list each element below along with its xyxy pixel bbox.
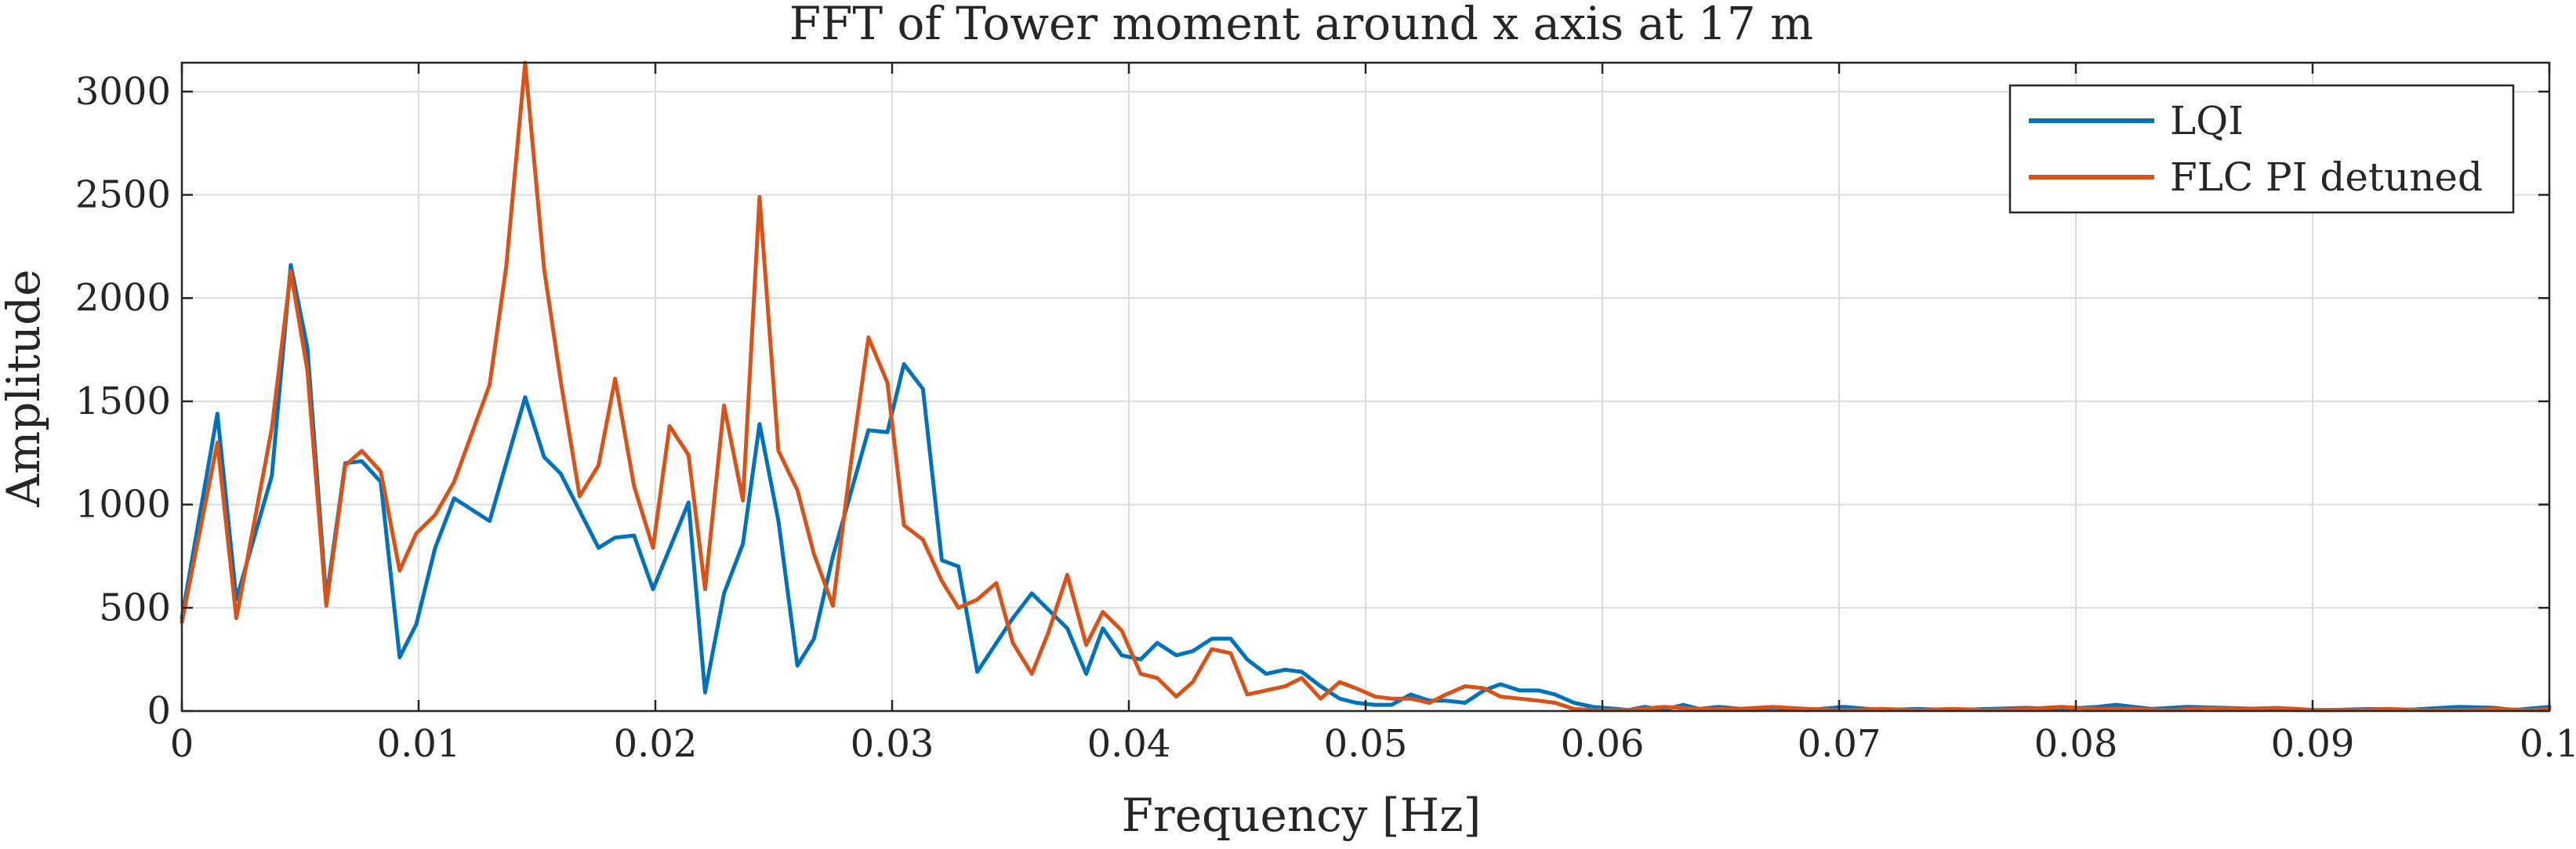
x-tick-label: 0.01 [377, 722, 461, 766]
x-tick-label: 0 [170, 722, 194, 766]
x-tick-label: 0.03 [851, 722, 934, 766]
legend-label: LQI [2170, 98, 2244, 143]
legend-box [2008, 84, 2515, 214]
x-tick-label: 0.1 [2520, 722, 2576, 766]
y-tick-label: 1000 [75, 483, 171, 527]
x-tick-label: 0.09 [2271, 722, 2355, 766]
y-tick-label: 2500 [75, 173, 171, 217]
x-tick-label: 0.07 [1798, 722, 1881, 766]
legend: LQI FLC PI detuned [2008, 84, 2515, 214]
x-tick-label: 0.02 [614, 722, 698, 766]
x-axis-label: Frequency [Hz] [1122, 789, 1482, 842]
series-line-flc-pi-detuned [180, 60, 2552, 713]
x-axis-ticks: 0 0.01 0.02 0.03 0.04 0.05 0.06 0.07 0.08 0.09 0.1 [170, 63, 2576, 766]
x-tick-label: 0.05 [1324, 722, 1408, 766]
y-tick-label: 0 [147, 689, 171, 733]
x-tick-label: 0.08 [2034, 722, 2118, 766]
chart-title: FFT of Tower moment around x axis at 17 … [789, 0, 1813, 50]
y-tick-label: 1500 [75, 379, 171, 423]
y-tick-label: 3000 [75, 70, 171, 114]
x-tick-label: 0.06 [1561, 722, 1645, 766]
y-axis-ticks: 0 500 1000 1500 2000 2500 3000 [75, 70, 2549, 733]
legend-label: FLC PI detuned [2170, 154, 2483, 200]
y-tick-label: 2000 [75, 276, 171, 320]
series-lines [180, 60, 2552, 713]
x-tick-label: 0.04 [1087, 722, 1171, 766]
y-axis-label: Amplitude [0, 269, 50, 507]
y-tick-label: 500 [99, 586, 171, 629]
